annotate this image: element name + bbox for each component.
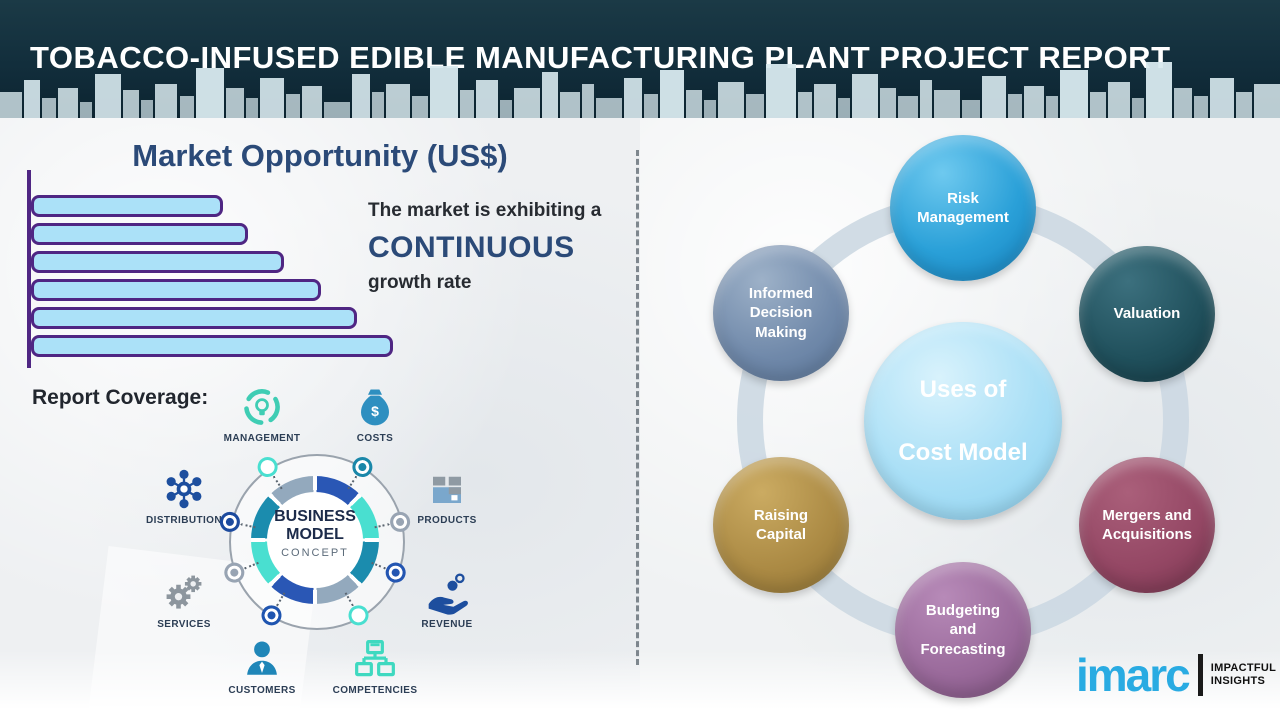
bm-item-label: MANAGEMENT [223,433,301,444]
bm-item-label: SERVICES [157,619,211,630]
circle-label: Valuation [1113,305,1181,323]
imarc-logo-text: imarc [1076,649,1191,701]
product-box-icon [392,466,502,512]
circle-budgeting-forecasting: Budgeting and Forecasting [895,562,1031,698]
logo-tagline-line1: IMPACTFUL [1210,661,1277,674]
bm-item-revenue: REVENUE [392,570,502,630]
circle-label: Raising Capital [753,506,809,544]
center-circle-line1: Uses of [919,376,1007,404]
logo-divider-bar [1197,654,1203,696]
circle-mergers-acquisitions: Mergers and Acquisitions [1079,457,1215,593]
logo-tagline: IMPACTFUL INSIGHTS [1211,662,1276,688]
circle-informed-decision-making: Informed Decision Making [713,245,849,381]
bm-item-distribution: DISTRIBUTION [129,466,239,526]
svg-text:$: $ [371,403,379,419]
header-banner: TOBACCO-INFUSED EDIBLE MANUFACTURING PLA… [0,0,1280,118]
management-cycle-icon [207,384,317,430]
business-model-center-text: BUSINESS MODEL CONCEPT [245,508,385,559]
chart-bar [31,251,284,273]
circle-label: Uses of Cost Model [870,374,1055,468]
bm-item-label: COMPETENCIES [332,685,418,696]
bm-item-customers: CUSTOMERS [207,636,317,696]
competencies-orgchart-icon [320,636,430,682]
chart-bar [31,335,393,357]
circle-label: Mergers and Acquisitions [1101,506,1192,544]
growth-statement-line3: growth rate [368,272,472,293]
bm-item-label: DISTRIBUTION [146,515,222,526]
chart-bar [31,279,321,301]
bm-item-services: SERVICES [129,570,239,630]
circle-raising-capital: Raising Capital [713,457,849,593]
center-circle-line2: Cost Model [898,438,1028,466]
chart-bar [31,195,223,217]
bm-item-label: REVENUE [421,619,473,630]
bm-item-label: PRODUCTS [417,515,477,526]
market-opportunity-title: Market Opportunity (US$) [132,138,508,173]
bm-item-competencies: COMPETENCIES [320,636,430,696]
circle-uses-of-cost-model: Uses of Cost Model [864,322,1062,520]
bar-chart-axis [27,170,31,368]
left-panel-background [0,118,640,720]
logo-tagline-line2: INSIGHTS [1210,675,1266,687]
chart-bar [31,307,357,329]
circle-valuation: Valuation [1079,246,1215,382]
bm-center-line1: BUSINESS [274,508,356,525]
circle-label: Budgeting and Forecasting [920,601,1006,658]
customer-person-icon [207,636,317,682]
growth-statement-line2: CONTINUOUS [368,231,575,264]
market-opportunity-bar-chart [31,195,393,357]
bm-item-products: PRODUCTS [392,466,502,526]
circle-label: Informed Decision Making [748,284,814,341]
circle-risk-management: Risk Management [890,135,1036,281]
revenue-hand-icon [392,570,502,616]
bm-center-line3: CONCEPT [281,546,349,559]
growth-statement: The market is exhibiting a CONTINUOUS gr… [368,200,633,294]
distribution-network-icon [129,466,239,512]
bm-center-line2: MODEL [286,526,344,544]
growth-statement-line1: The market is exhibiting a [368,200,602,221]
circle-label: Risk Management [917,189,1009,227]
report-coverage-label: Report Coverage: [32,386,209,409]
services-gears-icon [129,570,239,616]
dashed-divider [636,150,639,665]
chart-bar [31,223,248,245]
bm-item-label: CUSTOMERS [228,685,296,696]
business-model-segment-ring [251,476,379,604]
imarc-logo: imarc IMPACTFUL INSIGHTS [1076,652,1276,698]
money-bag-icon: $ [320,384,430,430]
bm-item-management: MANAGEMENT [207,384,317,444]
bm-item-label: COSTS [356,433,394,444]
bm-item-costs: $ COSTS [320,384,430,444]
city-skyline-graphic [0,62,1280,118]
